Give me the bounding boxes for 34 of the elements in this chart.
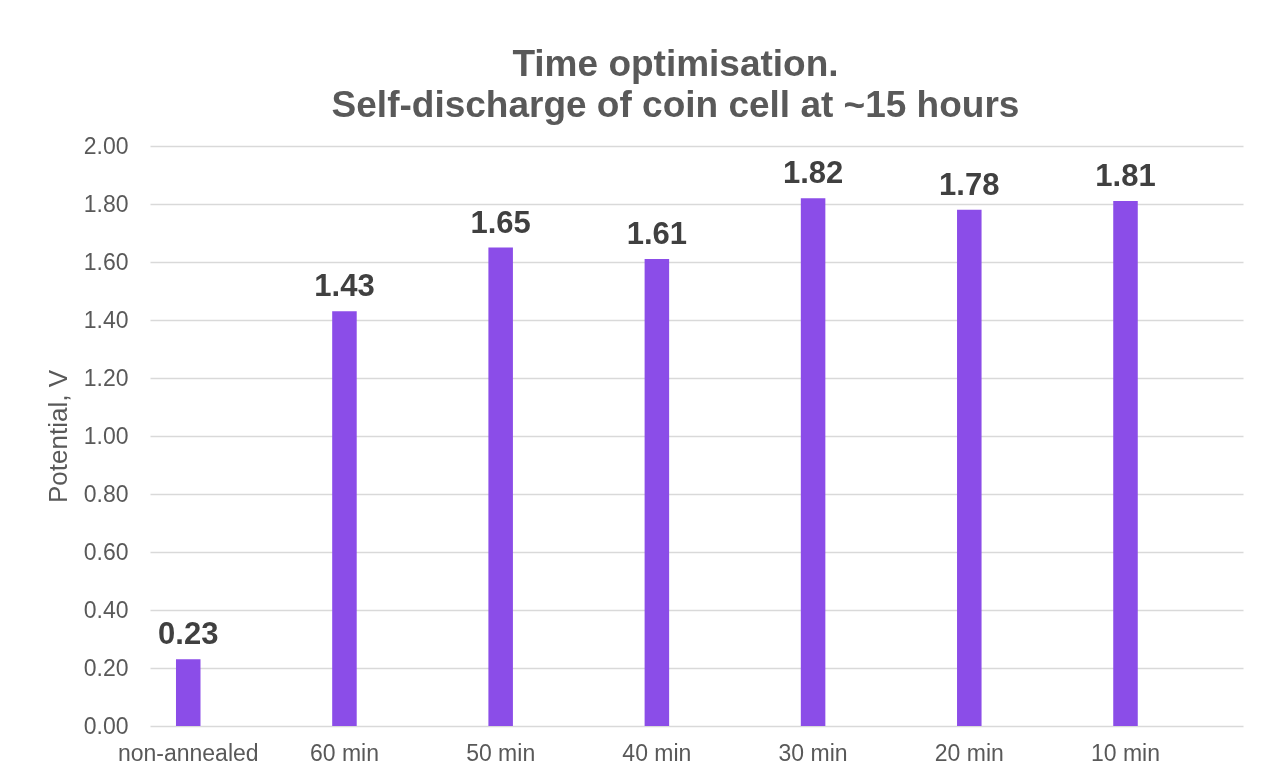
x-tick-label: 60 min (309, 739, 379, 766)
y-tick-label: 1.20 (83, 364, 129, 391)
data-label: 1.78 (939, 166, 1000, 202)
x-tick-label: 10 min (1090, 739, 1161, 766)
bar (957, 209, 982, 726)
bar (488, 247, 513, 726)
y-tick-label: 0.20 (83, 654, 129, 681)
bar (175, 659, 201, 726)
y-tick-label: 0.00 (83, 712, 129, 739)
y-tick-label: 1.40 (83, 306, 129, 333)
x-tick-label: 30 min (778, 739, 848, 766)
data-label: 1.81 (1095, 158, 1156, 194)
y-axis-title: Potential, V (42, 369, 73, 503)
x-tick-label: 40 min (622, 739, 692, 766)
y-tick-label: 1.80 (83, 190, 129, 217)
data-label: 1.82 (782, 155, 844, 191)
chart-title: Time optimisation. Self-discharge of coin cell at ~15 hours (331, 43, 1020, 125)
x-tick-label: 20 min (934, 739, 1004, 766)
bar (644, 259, 670, 726)
y-tick-label: 0.80 (83, 480, 129, 507)
x-tick-label: non-annealed (117, 739, 259, 766)
data-label: 1.61 (626, 216, 688, 252)
bar (1113, 201, 1138, 726)
y-tick-label: 0.40 (83, 596, 129, 623)
y-tick-label: 1.60 (83, 248, 129, 275)
y-tick-label: 1.00 (83, 422, 129, 449)
data-label: 1.65 (470, 204, 531, 240)
data-label: 1.43 (314, 268, 375, 304)
x-tick-label: 50 min (466, 739, 536, 766)
data-label: 0.23 (158, 616, 219, 652)
bar (332, 311, 357, 726)
y-tick-label: 0.60 (83, 538, 129, 565)
y-tick-label: 2.00 (83, 132, 129, 159)
bar (800, 198, 826, 726)
